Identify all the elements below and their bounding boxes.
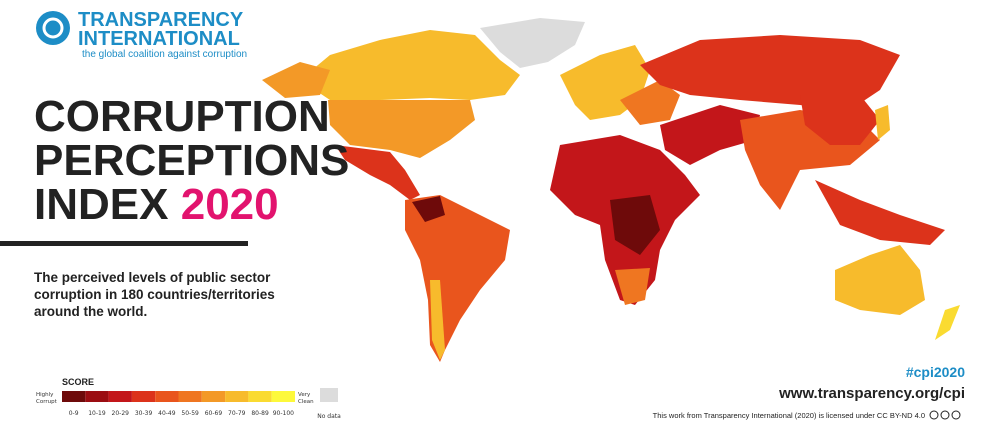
world-map bbox=[262, 18, 960, 362]
russia-asia bbox=[640, 35, 900, 110]
legend-title: SCORE bbox=[62, 377, 94, 387]
cc-icons bbox=[929, 410, 961, 420]
legend-swatch bbox=[108, 391, 132, 402]
east-asia bbox=[800, 95, 880, 145]
venezuela bbox=[412, 196, 445, 222]
url: www.transparency.org/cpi bbox=[778, 385, 965, 402]
new-zealand bbox=[935, 305, 960, 340]
legend-swatch bbox=[225, 391, 249, 402]
southeast-asia bbox=[815, 180, 945, 245]
description-line: corruption in 180 countries/territories bbox=[34, 287, 275, 302]
legend-range: 40-49 bbox=[158, 410, 176, 417]
title: INDEX bbox=[34, 180, 168, 229]
hashtag: #cpi2020 bbox=[906, 364, 965, 380]
legend-swatch bbox=[248, 391, 272, 402]
logo-icon bbox=[42, 17, 64, 39]
org-name: TRANSPARENCY bbox=[78, 9, 244, 31]
legend-range: 70-79 bbox=[228, 410, 246, 417]
chile-uruguay bbox=[430, 280, 445, 360]
legend-swatch bbox=[155, 391, 179, 402]
middle-east bbox=[660, 105, 760, 165]
mexico-central-america bbox=[335, 145, 420, 200]
usa bbox=[328, 100, 475, 158]
legend-no-data-swatch bbox=[320, 388, 338, 402]
title-year: 2020 bbox=[181, 180, 279, 229]
legend-range: 80-89 bbox=[251, 410, 269, 417]
legend: 0-9 10-19 20-29 30-39 40-49 50-59 60-69 70-79 80… bbox=[36, 388, 341, 420]
greenland bbox=[480, 18, 585, 68]
legend-low-label: Corrupt bbox=[36, 399, 58, 405]
japan bbox=[875, 105, 890, 140]
canada bbox=[300, 30, 520, 100]
east-europe bbox=[620, 80, 680, 125]
southern-africa bbox=[615, 268, 650, 305]
license: This work from Transparency Internationa… bbox=[653, 411, 925, 420]
legend-high-label: Very bbox=[298, 392, 311, 398]
legend-range: 30-39 bbox=[135, 410, 153, 417]
legend-range: 0-9 bbox=[69, 410, 79, 417]
legend-swatch bbox=[201, 391, 226, 402]
divider bbox=[0, 241, 248, 246]
central-africa bbox=[610, 195, 660, 255]
legend-range: 60-69 bbox=[205, 410, 223, 417]
legend-swatch bbox=[178, 391, 202, 402]
legend-swatch bbox=[62, 391, 86, 402]
tagline: the global coalition against corruption bbox=[82, 49, 247, 60]
title: INDEX 2020 bbox=[34, 180, 279, 229]
description-line: around the world. bbox=[34, 304, 147, 319]
title: CORRUPTION bbox=[34, 92, 330, 141]
legend-no-data-label: No data bbox=[317, 413, 341, 420]
legend-range: 10-19 bbox=[88, 410, 106, 417]
legend-range: 90-100 bbox=[273, 410, 294, 417]
legend-low-label: Highly bbox=[36, 392, 54, 398]
south-america bbox=[405, 195, 510, 362]
alaska bbox=[262, 62, 330, 98]
legend-swatch bbox=[271, 391, 295, 402]
legend-high-label: Clean bbox=[298, 399, 314, 405]
legend-swatch bbox=[85, 391, 109, 402]
logo-icon bbox=[36, 11, 70, 45]
legend-range: 20-29 bbox=[112, 410, 130, 417]
legend-swatch bbox=[131, 391, 156, 402]
australia bbox=[835, 245, 925, 315]
org-name: INTERNATIONAL bbox=[78, 28, 240, 50]
legend-range: 50-59 bbox=[181, 410, 199, 417]
title: PERCEPTIONS bbox=[34, 136, 349, 185]
description: The perceived levels of public sector cor… bbox=[34, 270, 275, 319]
description-line: The perceived levels of public sector bbox=[34, 270, 271, 285]
